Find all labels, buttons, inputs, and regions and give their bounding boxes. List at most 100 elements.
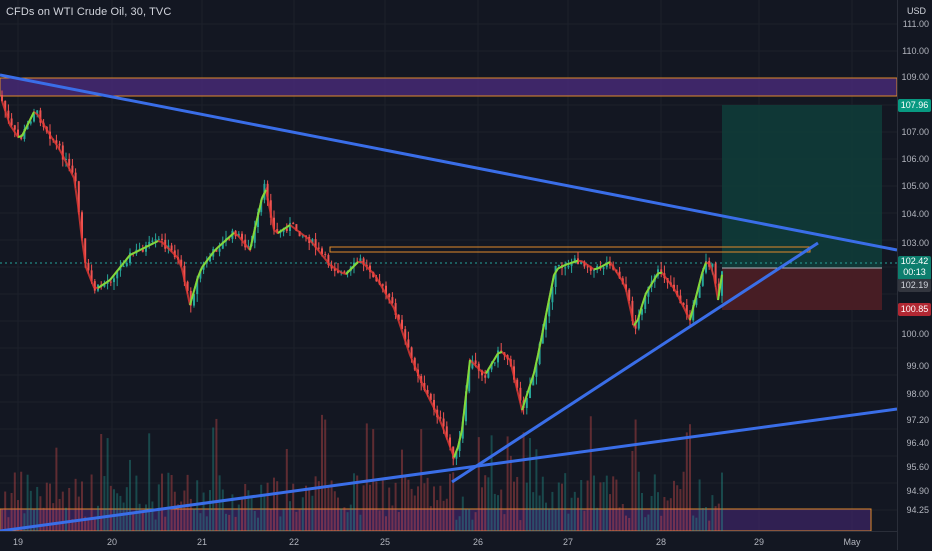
candle-body <box>525 398 528 408</box>
moving-average-up-segment <box>521 397 527 411</box>
volume-bar <box>708 520 711 531</box>
candle-body <box>148 241 151 246</box>
volume-bar <box>7 517 10 531</box>
moving-average-up-segment <box>349 265 355 271</box>
volume-bar <box>721 472 723 531</box>
candle-body <box>554 265 557 287</box>
moving-average-up-segment <box>537 334 543 356</box>
candle-body <box>196 278 199 295</box>
candle-body <box>298 231 301 237</box>
volume-bar <box>285 448 288 531</box>
volume-bar <box>426 477 429 531</box>
volume-bar <box>173 491 176 531</box>
volume-bar <box>333 491 336 531</box>
volume-bar <box>221 489 224 531</box>
volume-bar <box>84 516 87 531</box>
candle-body <box>580 261 583 264</box>
volume-bar <box>257 517 259 531</box>
moving-average-up-segment <box>545 294 551 316</box>
volume-bar <box>407 479 410 531</box>
volume-bar <box>359 514 362 531</box>
volume-bar <box>212 427 215 531</box>
volume-bar <box>397 512 400 531</box>
volume-bar <box>311 495 314 531</box>
volume-bar <box>513 481 515 531</box>
candle-body <box>589 266 592 271</box>
moving-average-up-segment <box>657 271 663 275</box>
candle-body <box>548 302 551 317</box>
moving-average-up-segment <box>117 264 123 271</box>
candle-body <box>145 245 147 252</box>
candle-body <box>327 255 330 266</box>
volume-bar <box>602 482 605 531</box>
volume-bar <box>525 482 528 531</box>
volume-bar <box>33 509 35 531</box>
price-tick: 104.00 <box>901 209 929 219</box>
moving-average-up-segment <box>29 111 35 121</box>
volume-bar <box>244 484 247 531</box>
time-axis[interactable]: 19 20 21 22 25 26 27 28 29 May <box>0 531 897 551</box>
candle-body <box>199 269 202 279</box>
time-tick: 29 <box>753 537 765 547</box>
volume-bar <box>570 497 573 531</box>
candle-body <box>484 375 487 378</box>
price-tick: 109.00 <box>901 72 929 82</box>
volume-bar <box>564 473 567 531</box>
moving-average-up-segment <box>125 254 131 261</box>
moving-average-up-segment <box>485 366 491 374</box>
volume-bar <box>65 507 67 531</box>
candle-body <box>596 265 599 270</box>
candle-body <box>490 362 493 370</box>
volume-bar <box>660 515 663 531</box>
volume-bar <box>449 473 451 531</box>
candle-body <box>701 272 704 286</box>
volume-bar <box>145 504 147 531</box>
moving-average-up-segment <box>493 352 499 361</box>
time-tick: 22 <box>288 537 300 547</box>
volume-bar <box>586 480 589 531</box>
candle-body <box>253 226 256 243</box>
volume-bar <box>81 481 83 531</box>
candle-body <box>388 294 391 298</box>
candle-body <box>605 262 608 268</box>
candle-body <box>273 217 275 230</box>
candle-body <box>359 258 362 263</box>
candle-body <box>410 347 413 359</box>
moving-average-up-segment <box>557 265 563 270</box>
volume-bar <box>637 471 640 531</box>
volume-bar <box>17 500 19 531</box>
volume-bar <box>391 505 394 531</box>
candle-body <box>218 248 221 252</box>
candle-body <box>116 270 119 279</box>
volume-bar <box>471 519 474 531</box>
ascending-trendline <box>451 241 819 484</box>
moving-average-up-segment <box>21 127 27 137</box>
volume-bar <box>589 416 592 531</box>
moving-average-up-segment <box>697 273 703 290</box>
candle-body <box>641 309 643 315</box>
volume-bar <box>250 496 253 531</box>
moving-average-up-segment <box>101 281 107 287</box>
volume-bar <box>657 492 659 531</box>
candle-body <box>343 271 346 273</box>
candle-body <box>529 385 531 399</box>
volume-bar <box>106 438 109 531</box>
candle-body <box>385 285 387 295</box>
moving-average-up-segment <box>17 135 23 138</box>
moving-average-up-segment <box>145 244 151 248</box>
candle-body <box>39 110 42 123</box>
candle-body <box>705 260 707 273</box>
volume-bar <box>506 436 509 531</box>
candle-body <box>442 418 445 427</box>
volume-bar <box>349 504 352 531</box>
volume-bar <box>685 432 688 531</box>
volume-bar <box>609 494 611 531</box>
price-tick: 96.40 <box>906 438 929 448</box>
time-tick: 21 <box>196 537 208 547</box>
candle-body <box>23 129 26 139</box>
volume-bar <box>561 483 563 531</box>
volume-bar <box>148 433 151 531</box>
candle-body <box>321 248 323 255</box>
